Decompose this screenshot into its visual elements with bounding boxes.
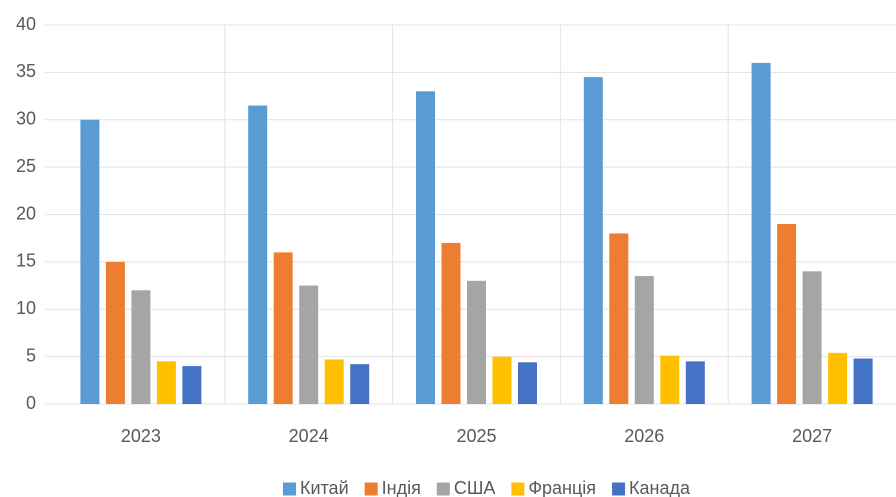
bar bbox=[182, 366, 202, 404]
y-tick-label: 30 bbox=[16, 109, 36, 129]
bar bbox=[685, 361, 705, 404]
bar bbox=[80, 119, 100, 404]
bar bbox=[853, 358, 873, 404]
bar bbox=[156, 361, 176, 404]
bar bbox=[634, 276, 654, 404]
legend-swatch bbox=[436, 482, 450, 496]
bar bbox=[609, 233, 629, 404]
bar bbox=[777, 223, 797, 404]
y-tick-label: 35 bbox=[16, 61, 36, 81]
legend-swatch bbox=[364, 482, 378, 496]
x-tick-label: 2023 bbox=[121, 426, 161, 446]
bar bbox=[751, 62, 771, 405]
y-tick-label: 40 bbox=[16, 14, 36, 34]
bar bbox=[273, 252, 293, 404]
y-tick-label: 10 bbox=[16, 298, 36, 318]
y-tick-label: 25 bbox=[16, 156, 36, 176]
bar bbox=[492, 356, 512, 404]
legend-label: США bbox=[454, 478, 496, 497]
bar bbox=[131, 290, 151, 404]
bar bbox=[248, 105, 268, 404]
bar bbox=[441, 242, 461, 404]
y-tick-label: 20 bbox=[16, 203, 36, 223]
x-tick-label: 2027 bbox=[792, 426, 832, 446]
legend-swatch bbox=[511, 482, 525, 496]
bar bbox=[324, 359, 344, 404]
legend: Китай Індія США Франція Канада bbox=[282, 478, 691, 497]
x-tick-label: 2026 bbox=[624, 426, 664, 446]
bar bbox=[350, 364, 370, 404]
legend-label: Китай bbox=[300, 478, 349, 497]
legend-label: Індія bbox=[382, 478, 421, 497]
bar bbox=[416, 91, 435, 404]
bar bbox=[467, 280, 486, 404]
legend-swatch bbox=[612, 482, 626, 496]
legend-label: Франція bbox=[528, 478, 596, 497]
x-tick-label: 2024 bbox=[289, 426, 329, 446]
bar bbox=[828, 352, 848, 404]
y-tick-label: 15 bbox=[16, 251, 36, 271]
y-tick-label: 0 bbox=[26, 393, 36, 413]
bar bbox=[105, 261, 125, 404]
bar bbox=[518, 362, 537, 404]
bar bbox=[660, 355, 680, 404]
bar bbox=[299, 285, 319, 404]
legend-swatch bbox=[282, 482, 296, 496]
bar bbox=[802, 271, 822, 404]
bar bbox=[583, 77, 603, 405]
y-tick-label: 5 bbox=[26, 345, 36, 365]
x-tick-label: 2025 bbox=[456, 426, 496, 446]
legend-label: Канада bbox=[629, 478, 691, 497]
